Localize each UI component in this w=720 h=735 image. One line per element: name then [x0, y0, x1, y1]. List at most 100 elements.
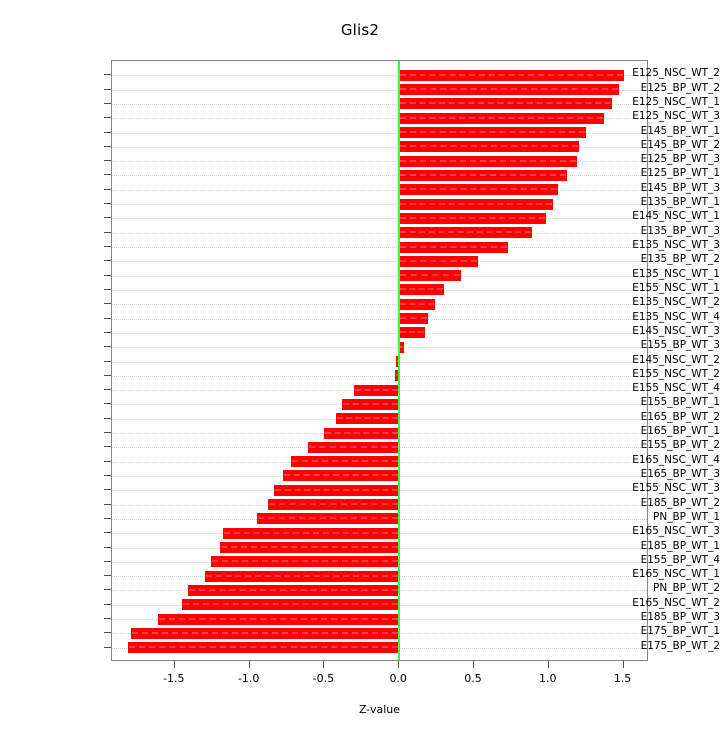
- y-axis-tick-label: E145_BP_WT_3: [640, 181, 720, 194]
- bar: [399, 313, 428, 325]
- bar: [399, 127, 587, 139]
- bar: [399, 198, 554, 210]
- gridline: [112, 318, 647, 320]
- y-axis-tick: [104, 374, 111, 376]
- y-axis-tick: [104, 74, 111, 76]
- bar: [257, 513, 400, 525]
- y-axis-tick-label: E125_NSC_WT_3: [632, 110, 720, 123]
- y-axis-tick: [104, 131, 111, 133]
- zero-reference-line: [398, 61, 401, 660]
- y-axis-tick: [104, 417, 111, 419]
- x-axis-tick: [398, 661, 400, 668]
- y-axis-tick: [104, 203, 111, 205]
- x-axis-tick: [323, 661, 325, 668]
- y-axis-tick: [104, 174, 111, 176]
- bar: [219, 542, 400, 554]
- x-axis-tick-label: -1.0: [237, 672, 260, 685]
- bar: [399, 155, 578, 167]
- y-axis-tick-label: E155_NSC_WT_1: [632, 281, 720, 294]
- gridline: [112, 118, 647, 120]
- y-axis-tick: [104, 603, 111, 605]
- bar: [282, 470, 400, 482]
- y-axis-tick: [104, 288, 111, 290]
- y-axis-tick-label: E155_NSC_WT_4: [632, 382, 720, 395]
- y-axis-tick-label: E145_NSC_WT_2: [632, 353, 720, 366]
- x-axis-tick-label: 0.0: [389, 672, 407, 685]
- y-axis-tick-label: E145_NSC_WT_3: [632, 324, 720, 337]
- bar: [399, 298, 436, 310]
- x-axis-tick-label: -0.5: [312, 672, 335, 685]
- gridline: [112, 261, 647, 263]
- y-axis-tick-label: E135_BP_WT_2: [640, 253, 720, 266]
- bar: [399, 169, 567, 181]
- y-axis-tick-label: E125_BP_WT_2: [640, 81, 720, 94]
- bar: [399, 341, 404, 353]
- gridline: [112, 189, 647, 191]
- y-axis-tick-label: E155_BP_WT_3: [640, 339, 720, 352]
- gridline: [112, 161, 647, 163]
- bar: [394, 370, 400, 382]
- y-axis-tick-label: E175_BP_WT_1: [640, 625, 720, 638]
- y-axis-tick: [104, 503, 111, 505]
- bar: [399, 141, 579, 153]
- y-axis-tick: [104, 360, 111, 362]
- bar: [342, 398, 400, 410]
- y-axis-tick-label: E135_NSC_WT_4: [632, 310, 720, 323]
- bar: [291, 456, 400, 468]
- gridline: [112, 332, 647, 334]
- y-axis-tick: [104, 117, 111, 119]
- bar: [128, 642, 400, 654]
- bar: [399, 327, 425, 339]
- y-axis-tick: [104, 446, 111, 448]
- gridline: [112, 232, 647, 234]
- bar: [399, 98, 612, 110]
- y-axis-tick: [104, 517, 111, 519]
- y-axis-tick: [104, 246, 111, 248]
- bar: [204, 570, 400, 582]
- y-axis-tick-label: E135_BP_WT_1: [640, 196, 720, 209]
- x-axis-tick-label: 1.0: [539, 672, 557, 685]
- y-axis-tick: [104, 618, 111, 620]
- y-axis-tick-label: E175_BP_WT_2: [640, 639, 720, 652]
- y-axis-tick-label: E165_NSC_WT_4: [632, 453, 720, 466]
- bar: [267, 499, 400, 511]
- bar: [336, 413, 400, 425]
- y-axis-tick: [104, 331, 111, 333]
- y-axis-tick: [104, 303, 111, 305]
- y-axis-tick: [104, 217, 111, 219]
- bar: [399, 255, 479, 267]
- y-axis-tick: [104, 432, 111, 434]
- y-axis-tick-label: E125_NSC_WT_2: [632, 67, 720, 80]
- bar: [399, 184, 558, 196]
- y-axis-tick: [104, 546, 111, 548]
- bar: [399, 241, 509, 253]
- y-axis-tick: [104, 460, 111, 462]
- bar: [399, 112, 605, 124]
- y-axis-tick-label: E125_BP_WT_3: [640, 153, 720, 166]
- y-axis-tick-label: E155_BP_WT_2: [640, 439, 720, 452]
- x-axis-tick-label: 1.5: [613, 672, 632, 685]
- bar: [131, 627, 400, 639]
- gridline: [112, 361, 647, 363]
- gridline: [112, 89, 647, 91]
- y-axis-tick: [104, 389, 111, 391]
- x-axis-tick-label: -1.5: [163, 672, 185, 685]
- bar: [222, 527, 400, 539]
- gridline: [112, 289, 647, 291]
- gridline: [112, 132, 647, 134]
- bar: [399, 69, 624, 81]
- y-axis-tick: [104, 403, 111, 405]
- bar: [210, 556, 400, 568]
- y-axis-tick-label: E165_NSC_WT_3: [632, 525, 720, 538]
- bar: [399, 227, 533, 239]
- gridline: [112, 204, 647, 206]
- y-axis-tick-label: E155_NSC_WT_3: [632, 482, 720, 495]
- y-axis-tick: [104, 102, 111, 104]
- bar: [399, 212, 546, 224]
- bar: [182, 599, 400, 611]
- y-axis-tick-label: E145_BP_WT_1: [640, 124, 720, 137]
- y-axis-tick: [104, 160, 111, 162]
- y-axis-tick: [104, 88, 111, 90]
- bar: [399, 284, 445, 296]
